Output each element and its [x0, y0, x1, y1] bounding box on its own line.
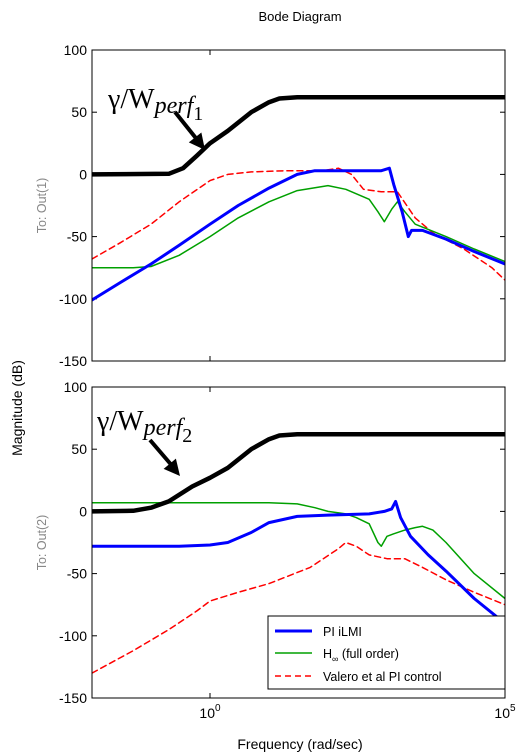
annotation-arrow-shaft — [173, 110, 201, 144]
y-tick-label: 50 — [71, 441, 87, 457]
series-line-pi-ilmi — [92, 166, 505, 302]
legend-label-hinf: H∞ (full order) — [323, 647, 399, 664]
channel-label: To: Out(2) — [35, 515, 49, 571]
y-tick-label: 0 — [79, 503, 87, 519]
y-tick-label: -50 — [67, 229, 87, 245]
y-axis-label: Magnitude (dB) — [9, 360, 25, 456]
legend-hinf-sub: ∞ — [332, 654, 338, 664]
plot-frame — [91, 386, 506, 699]
legend-box — [267, 615, 506, 690]
y-tick-label: -100 — [59, 291, 87, 307]
x-axis-label: Frequency (rad/sec) — [237, 736, 362, 752]
legend-hinf-main: H — [323, 647, 332, 661]
legend-hinf-rest: (full order) — [338, 647, 398, 661]
y-tick-label: -50 — [67, 566, 87, 582]
x-tick-exponent: 0 — [215, 703, 221, 714]
legend-label-valero: Valero et al PI control — [323, 670, 442, 684]
weight-annotation: γ/Wperf2 — [96, 406, 192, 447]
series-line-weight — [92, 432, 505, 514]
plot-area — [92, 50, 505, 361]
channel-label: To: Out(1) — [35, 178, 49, 234]
annotation-index: 2 — [182, 425, 192, 447]
y-tick-label: 100 — [64, 42, 88, 58]
x-tick-label: 100 — [199, 703, 221, 721]
y-tick-label: -150 — [59, 353, 87, 369]
annotation-sub: perf — [153, 93, 197, 119]
plot-frame — [91, 49, 506, 362]
y-tick-label: -100 — [59, 628, 87, 644]
annotation-arrow-shaft — [148, 438, 176, 470]
panel-out1: 100 50 0 -50 -100 -150 To: Out(1) γ/Wperf1 — [35, 42, 506, 369]
weight-annotation: γ/Wperf1 — [107, 84, 203, 125]
annotation-gamma: γ/W — [107, 84, 155, 115]
series-line-pi-ilmi — [92, 499, 505, 625]
x-tick-base: 10 — [199, 705, 215, 721]
x-tick-exponent: 5 — [510, 703, 516, 714]
series-line-hinf — [92, 501, 505, 600]
y-tick-label: 0 — [79, 166, 87, 182]
y-tick-label: 100 — [64, 379, 88, 395]
series-line-hinf — [92, 184, 505, 269]
series-line-valero — [92, 541, 505, 674]
annotation-arrow-head — [163, 458, 180, 476]
series-line-weight — [92, 95, 505, 177]
chart-title: Bode Diagram — [258, 9, 341, 24]
y-tick-label: 50 — [71, 104, 87, 120]
y-tick-label: -150 — [59, 690, 87, 706]
annotation-arrow-head — [188, 132, 205, 150]
legend-label-pi-ilmi: PI iLMI — [323, 625, 362, 639]
legend: PI iLMI H∞ (full order) Valero et al PI … — [267, 615, 506, 690]
annotation-sub: perf — [142, 415, 186, 441]
x-tick-label: 105 — [494, 703, 516, 721]
annotation-gamma: γ/W — [96, 406, 144, 437]
x-tick-base: 10 — [494, 705, 510, 721]
annotation-index: 1 — [193, 103, 203, 125]
